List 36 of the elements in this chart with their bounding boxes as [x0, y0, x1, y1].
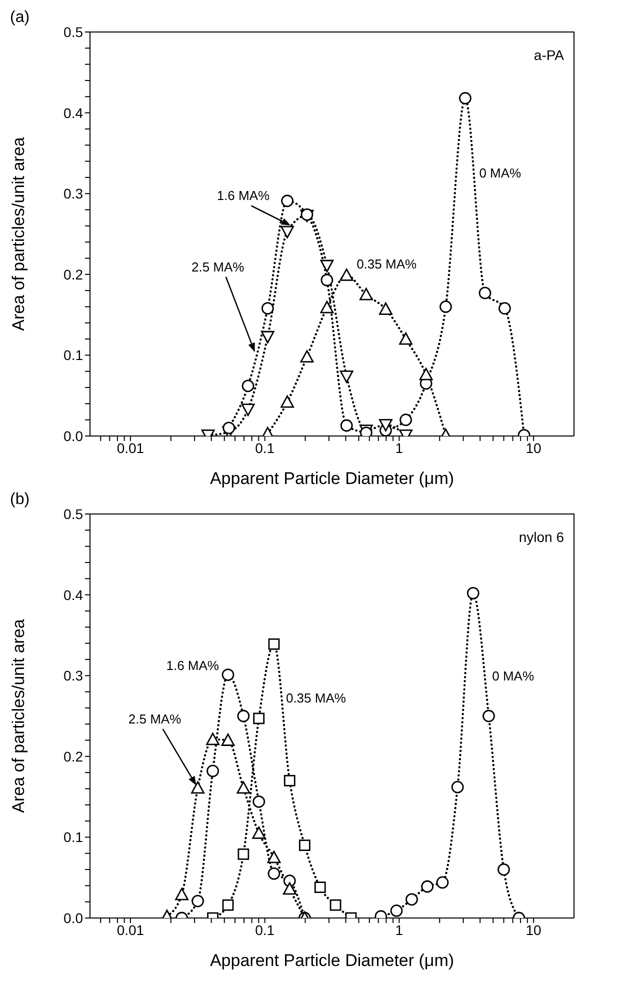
- y-tick-label: 0.5: [64, 506, 84, 522]
- x-tick-label: 0.1: [255, 440, 275, 456]
- text: 1.6 MA%: [216, 188, 270, 204]
- y-tick-label: 0.0: [64, 910, 84, 926]
- y-tick-label: 0.2: [64, 266, 84, 282]
- y-tick-label: 0.1: [64, 829, 84, 846]
- y-tick-label: 0.5: [64, 24, 84, 40]
- annotation: nylon 6: [518, 529, 564, 545]
- series-label: 1.6 MA%: [166, 658, 220, 674]
- x-tick-label: 0.01: [116, 440, 144, 456]
- y-tick-label: 0.0: [64, 428, 84, 444]
- x-tick-label: 10: [526, 440, 542, 456]
- series-label: 0 MA%: [479, 166, 522, 181]
- x-axis-title: Apparent Particle Diameter (μm): [210, 951, 454, 970]
- x-tick-label: 1: [395, 440, 404, 456]
- y-tick-label: 0.4: [64, 104, 84, 121]
- annotation: a-PA: [534, 47, 565, 63]
- chart-title: (b): [10, 491, 30, 508]
- y-tick-label: 0.2: [64, 748, 84, 764]
- series-label: 0 MA%: [492, 668, 534, 684]
- series-label: 0.35 MA%: [286, 690, 346, 706]
- x-tick-label: 10: [526, 922, 542, 938]
- y-tick-label: 0.3: [64, 668, 84, 684]
- text: 2.5 MA%: [128, 711, 182, 726]
- y-axis-title: Area of particles/unit area: [9, 136, 28, 331]
- chart-title: (a): [10, 9, 30, 26]
- y-tick-label: 0.3: [64, 186, 84, 202]
- series-label: 0.35 MA%: [356, 256, 417, 272]
- y-tick-label: 0.1: [64, 347, 84, 364]
- x-tick-label: 1: [395, 922, 404, 938]
- y-axis-title: Area of particles/unit area: [9, 618, 28, 813]
- text: 2.5 MA%: [192, 259, 245, 274]
- y-tick-label: 0.4: [64, 586, 84, 603]
- x-tick-label: 0.1: [255, 922, 275, 938]
- x-tick-label: 0.01: [116, 922, 144, 938]
- x-axis-title: Apparent Particle Diameter (μm): [210, 469, 454, 488]
